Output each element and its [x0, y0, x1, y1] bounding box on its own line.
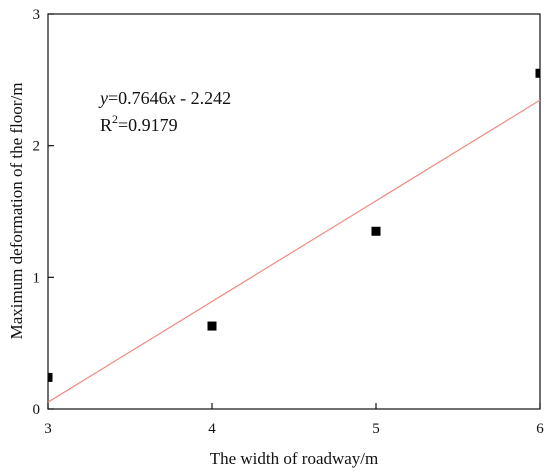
- equation-x-symbol: x: [167, 88, 176, 108]
- x-tick-label: 6: [536, 421, 544, 437]
- equation-annotation: y=0.7646x - 2.242: [98, 88, 231, 108]
- data-point: [371, 226, 381, 236]
- x-axis-label: The width of roadway/m: [210, 449, 379, 468]
- data-point: [535, 68, 540, 78]
- x-tick-label: 4: [208, 421, 216, 437]
- equation-intercept: - 2.242: [176, 88, 232, 108]
- equation-y-symbol: y: [98, 88, 108, 108]
- data-point: [48, 372, 53, 382]
- data-point: [207, 321, 217, 331]
- y-tick-label: 2: [33, 139, 41, 155]
- data-points: [48, 68, 540, 382]
- r-squared-annotation: R2=0.9179: [100, 112, 178, 135]
- regression-line: [47, 99, 541, 403]
- plot-frame: [47, 13, 541, 410]
- tick-labels: 3 4 5 6 0 1 2 3: [33, 7, 545, 437]
- r-squared-base: R: [100, 115, 112, 135]
- x-tick-label: 5: [372, 421, 380, 437]
- r-squared-superscript: 2: [112, 112, 118, 126]
- y-tick-label: 3: [33, 7, 41, 23]
- r-squared-value: =0.9179: [118, 115, 178, 135]
- tick-marks: [47, 13, 541, 410]
- x-tick-label: 3: [44, 421, 52, 437]
- equation-slope: =0.7646: [108, 88, 168, 108]
- y-tick-label: 1: [33, 270, 41, 286]
- y-tick-label: 0: [33, 402, 41, 418]
- y-axis-label: Maximum deformation of the floor/m: [7, 83, 26, 340]
